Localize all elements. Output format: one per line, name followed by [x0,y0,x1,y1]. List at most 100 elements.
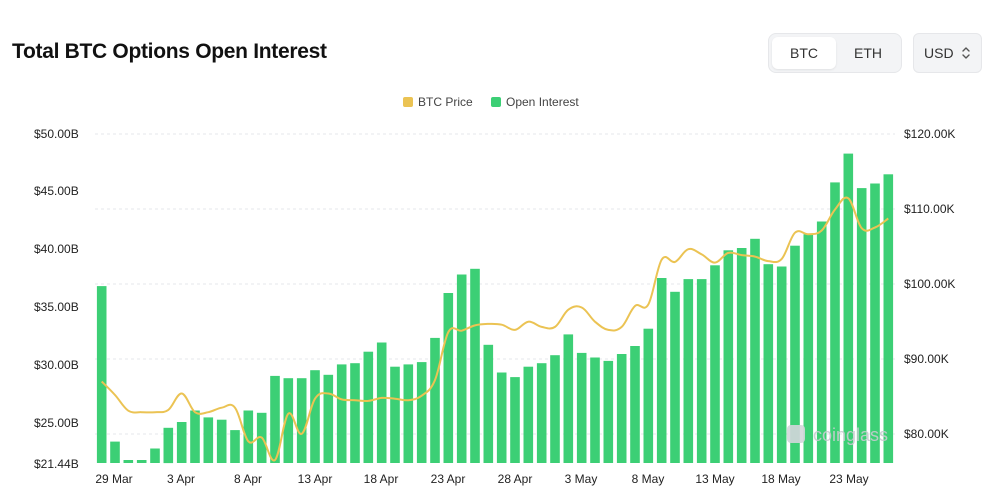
oi-bar[interactable] [603,360,614,463]
y-right-tick-label: $100.00K [904,277,955,291]
oi-bar[interactable] [563,334,574,463]
legend-item-open-interest[interactable]: Open Interest [491,95,579,109]
x-axis: 29 Mar 3 Apr 8 Apr 13 Apr 18 Apr 23 Apr 28 Apr… [95,472,868,486]
oi-bar[interactable] [750,238,760,463]
oi-bar[interactable] [830,182,840,463]
x-tick-label: 13 May [695,472,734,486]
oi-bar[interactable] [243,410,254,464]
legend-swatch-oi [491,97,501,107]
x-tick-label: 18 Apr [364,472,399,486]
oi-bar[interactable] [576,352,587,463]
tab-eth[interactable]: ETH [854,45,882,61]
oi-bar[interactable] [550,355,560,463]
oi-bar[interactable] [630,346,640,463]
y-left-tick-label: $21.44B [34,457,79,471]
oi-bar[interactable] [843,153,854,463]
oi-bar[interactable] [230,430,240,463]
oi-bar[interactable] [150,448,160,464]
legend-label-price: BTC Price [418,95,473,109]
y-left-tick-label: $50.00B [34,127,79,141]
oi-bar[interactable] [163,427,174,464]
oi-bar[interactable] [403,364,414,463]
x-tick-label: 8 Apr [234,472,262,486]
oi-bar[interactable] [790,245,800,463]
oi-bar[interactable] [270,375,280,463]
oi-bar[interactable] [510,377,520,463]
y-axis-right: $120.00K $110.00K $100.00K $90.00K $80.00K [904,127,955,441]
oi-bar[interactable] [763,264,774,463]
y-right-tick-label: $80.00K [904,427,949,441]
oi-bar[interactable] [536,363,547,463]
oi-bar[interactable] [203,417,214,463]
page-title: Total BTC Options Open Interest [12,40,327,63]
chart-legend: BTC Price Open Interest [0,95,991,111]
oi-bar[interactable] [723,250,734,463]
oi-bar[interactable] [310,370,320,463]
oi-bar[interactable] [870,183,880,464]
oi-bar[interactable] [496,372,507,464]
oi-bar[interactable] [776,266,787,464]
oi-bar[interactable] [643,328,654,463]
x-tick-label: 3 May [565,472,598,486]
chevron-up-down-icon [962,47,970,59]
x-tick-label: 3 Apr [167,472,195,486]
oi-bar[interactable] [590,357,600,464]
y-left-tick-label: $25.00B [34,416,79,430]
oi-bar[interactable] [443,293,454,463]
oi-bar[interactable] [470,268,480,463]
btc-price-line [100,196,889,462]
oi-bar[interactable] [216,419,227,463]
y-left-tick-label: $45.00B [34,184,79,198]
oi-bar[interactable] [96,286,107,463]
currency-select-value: USD [924,45,954,61]
oi-bar[interactable] [683,279,694,463]
oi-bar[interactable] [670,291,680,463]
x-tick-label: 13 Apr [298,472,333,486]
oi-bar[interactable] [456,274,467,464]
y-left-tick-label: $30.00B [34,358,79,372]
oi-bar[interactable] [176,422,187,463]
y-right-tick-label: $120.00K [904,127,955,141]
oi-bar[interactable] [803,234,814,463]
watermark-text: coinglass [813,425,888,445]
oi-bar[interactable] [296,378,307,463]
oi-bar[interactable] [323,374,334,463]
oi-bar[interactable] [283,378,294,463]
x-tick-label: 8 May [632,472,665,486]
oi-bar[interactable] [816,221,827,464]
watermark: coinglass [787,425,888,445]
oi-bar[interactable] [736,248,747,463]
oi-bar[interactable] [136,460,147,463]
oi-bar[interactable] [350,363,360,463]
oi-bar[interactable] [856,188,867,463]
oi-bar[interactable] [190,410,200,464]
currency-select[interactable]: USD [913,33,982,73]
y-right-tick-label: $90.00K [904,352,949,366]
grid-lines [95,133,895,435]
oi-bar[interactable] [523,366,534,463]
oi-bar[interactable] [363,351,374,463]
oi-bar[interactable] [696,279,707,463]
oi-bar[interactable] [483,344,494,463]
oi-bar[interactable] [110,441,120,463]
tab-btc[interactable]: BTC [772,37,836,69]
oi-bar[interactable] [416,362,427,463]
x-tick-label: 23 May [829,472,868,486]
oi-bar[interactable] [390,366,400,463]
oi-bar[interactable] [883,174,894,464]
oi-bar[interactable] [336,364,347,463]
oi-bar[interactable] [616,354,627,463]
oi-bar[interactable] [376,342,387,464]
x-tick-label: 23 Apr [431,472,466,486]
x-tick-label: 28 Apr [498,472,533,486]
legend-swatch-price [403,97,413,107]
oi-bar[interactable] [123,460,134,463]
oi-bar[interactable] [430,337,440,463]
y-axis-left: $50.00B $45.00B $40.00B $35.00B $30.00B $25.0… [34,127,79,471]
legend-item-btc-price[interactable]: BTC Price [403,95,473,109]
y-left-tick-label: $40.00B [34,242,79,256]
oi-bar[interactable] [656,278,667,463]
x-tick-label: 18 May [761,472,800,486]
oi-bar[interactable] [710,265,720,463]
